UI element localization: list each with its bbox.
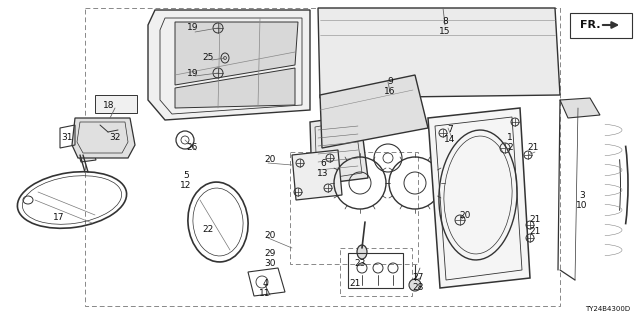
Text: 20: 20 <box>264 230 276 239</box>
Text: 21: 21 <box>529 215 541 225</box>
Ellipse shape <box>357 245 367 259</box>
Text: 19: 19 <box>188 23 199 33</box>
Bar <box>340 248 412 296</box>
Bar <box>85 8 560 306</box>
Text: 20: 20 <box>264 156 276 164</box>
Text: 23: 23 <box>355 259 365 268</box>
Text: 21: 21 <box>349 278 361 287</box>
Bar <box>348 253 403 288</box>
Text: 25: 25 <box>202 52 214 61</box>
Text: 15: 15 <box>439 28 451 36</box>
Text: 29: 29 <box>264 249 276 258</box>
Text: 21: 21 <box>529 228 541 236</box>
Text: 8: 8 <box>442 18 448 27</box>
Text: 27: 27 <box>412 274 424 283</box>
Polygon shape <box>78 150 96 162</box>
Text: 9: 9 <box>387 77 393 86</box>
Text: 18: 18 <box>103 101 115 110</box>
Text: 3: 3 <box>579 190 585 199</box>
Polygon shape <box>428 108 530 288</box>
Polygon shape <box>292 150 342 200</box>
Polygon shape <box>310 115 368 185</box>
Ellipse shape <box>409 279 421 291</box>
Polygon shape <box>175 68 295 108</box>
Text: 20: 20 <box>460 211 470 220</box>
Text: 16: 16 <box>384 87 396 97</box>
Bar <box>290 152 418 264</box>
Polygon shape <box>148 10 310 120</box>
Polygon shape <box>560 98 600 118</box>
Text: 26: 26 <box>186 143 198 153</box>
Text: FR.: FR. <box>580 20 600 30</box>
Polygon shape <box>175 22 298 85</box>
Text: 28: 28 <box>412 284 424 292</box>
Text: 30: 30 <box>264 259 276 268</box>
Bar <box>95 95 137 113</box>
Text: 2: 2 <box>507 143 513 153</box>
Text: TY24B4300D: TY24B4300D <box>585 306 630 312</box>
Polygon shape <box>318 8 560 98</box>
Text: 32: 32 <box>109 133 121 142</box>
Text: 22: 22 <box>202 226 214 235</box>
Text: 4: 4 <box>262 278 268 287</box>
Polygon shape <box>320 75 428 148</box>
Text: 17: 17 <box>53 213 65 222</box>
Text: 5: 5 <box>183 171 189 180</box>
Text: 10: 10 <box>576 201 588 210</box>
Text: 12: 12 <box>180 180 192 189</box>
Polygon shape <box>72 118 135 158</box>
Text: 31: 31 <box>61 133 73 142</box>
Text: 1: 1 <box>507 133 513 142</box>
Text: 14: 14 <box>444 135 456 145</box>
Text: 11: 11 <box>259 289 271 298</box>
Text: 7: 7 <box>447 125 453 134</box>
Text: 13: 13 <box>317 169 329 178</box>
Text: 19: 19 <box>188 68 199 77</box>
Text: 6: 6 <box>320 158 326 167</box>
Bar <box>570 13 632 38</box>
Text: 21: 21 <box>527 143 539 153</box>
